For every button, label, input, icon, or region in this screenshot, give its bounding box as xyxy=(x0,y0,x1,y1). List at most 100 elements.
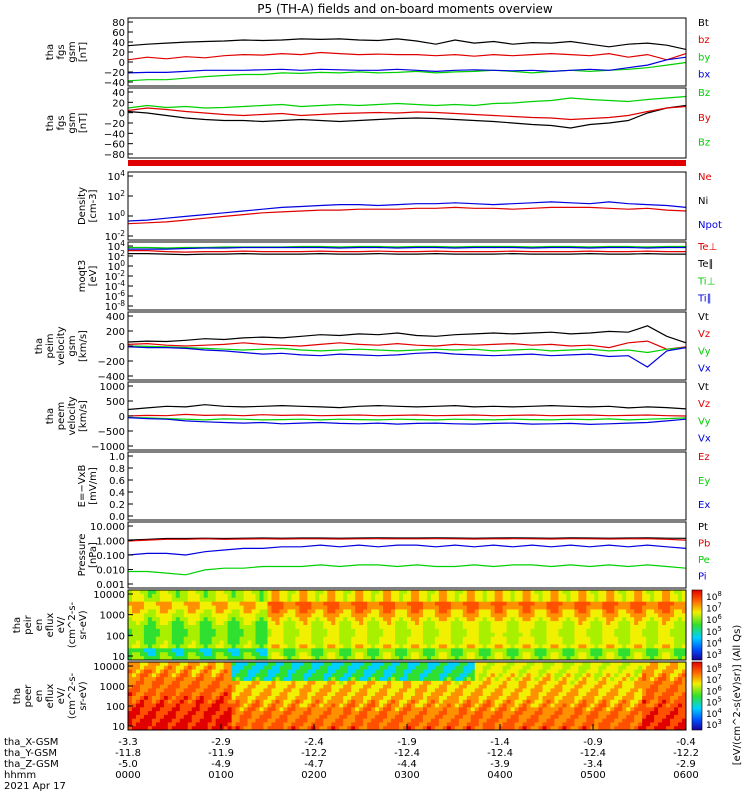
heatmap-cell xyxy=(482,640,488,645)
heatmap-cell xyxy=(418,644,424,649)
heatmap-cell xyxy=(430,656,436,661)
heatmap-cell xyxy=(331,714,336,720)
heatmap-cell xyxy=(526,718,531,723)
heatmap-cell xyxy=(542,684,547,689)
heatmap-cell xyxy=(399,662,404,667)
heatmap-cell xyxy=(462,656,468,661)
heatmap-cell xyxy=(466,605,472,610)
heatmap-cell xyxy=(454,597,460,603)
heatmap-cell xyxy=(458,696,464,701)
heatmap-cell xyxy=(171,677,177,682)
heatmap-cell xyxy=(578,636,583,641)
heatmap-cell xyxy=(399,625,404,630)
heatmap-cell xyxy=(287,632,292,638)
colorbar-label: 104 xyxy=(706,636,722,649)
heatmap-cell xyxy=(267,662,272,667)
heatmap-cell xyxy=(610,590,615,595)
heatmap-cell xyxy=(474,609,480,614)
heatmap-cell xyxy=(155,601,161,606)
heatmap-cell xyxy=(379,688,384,693)
heatmap-cell xyxy=(231,662,237,667)
heatmap-cell xyxy=(287,726,292,731)
heatmap-cell xyxy=(227,640,233,645)
heatmap-cell xyxy=(267,665,272,670)
heatmap-cell xyxy=(387,718,392,723)
heatmap-cell xyxy=(215,684,221,689)
heatmap-cell xyxy=(231,617,237,622)
heatmap-cell xyxy=(470,605,476,610)
heatmap-cell xyxy=(502,673,508,678)
heatmap-cell xyxy=(303,711,308,716)
heatmap-cell xyxy=(215,625,221,630)
heatmap-cell xyxy=(458,673,464,678)
heatmap-cell xyxy=(375,662,380,667)
heatmap-cell xyxy=(243,696,248,701)
heatmap-cell xyxy=(626,696,631,701)
heatmap-cell xyxy=(319,640,324,645)
heatmap-cell xyxy=(395,644,400,649)
heatmap-cell xyxy=(243,726,248,731)
heatmap-cell xyxy=(131,714,137,720)
heatmap-cell xyxy=(670,656,675,661)
heatmap-cell xyxy=(438,590,444,595)
heatmap-cell xyxy=(128,665,133,670)
heatmap-cell xyxy=(199,677,205,682)
heatmap-cell xyxy=(195,625,201,630)
heatmap-cell xyxy=(526,662,531,667)
heatmap-cell xyxy=(434,673,440,678)
heatmap-cell xyxy=(422,609,428,614)
heatmap-cell xyxy=(598,597,603,603)
heatmap-cell xyxy=(486,617,492,622)
heatmap-cell xyxy=(355,703,360,708)
heatmap-cell xyxy=(530,665,535,670)
heatmap-cell xyxy=(430,628,436,634)
heatmap-cell xyxy=(379,648,384,653)
heatmap-cell xyxy=(395,718,400,723)
heatmap-cell xyxy=(331,680,336,686)
heatmap-cell xyxy=(622,680,627,686)
heatmap-cell xyxy=(622,644,627,649)
heatmap-cell xyxy=(430,597,436,603)
heatmap-cell xyxy=(454,621,460,626)
heatmap-cell xyxy=(391,648,396,653)
heatmap-cell xyxy=(502,644,508,649)
heatmap-cell xyxy=(331,703,336,708)
heatmap-cell xyxy=(383,677,388,682)
heatmap-cell xyxy=(574,632,579,638)
heatmap-cell xyxy=(139,640,145,645)
heatmap-cell xyxy=(506,662,512,667)
heatmap-cell xyxy=(626,644,631,649)
heatmap-cell xyxy=(383,617,388,622)
heatmap-cell xyxy=(446,677,452,682)
heatmap-cell xyxy=(626,665,631,670)
heatmap-cell xyxy=(622,621,627,626)
heatmap-cell xyxy=(426,632,432,638)
heatmap-cell xyxy=(311,665,316,670)
heatmap-cell xyxy=(343,677,348,682)
heatmap-cell xyxy=(179,625,185,630)
heatmap-cell xyxy=(251,662,256,667)
heatmap-cell xyxy=(403,636,408,641)
heatmap-cell xyxy=(367,677,372,682)
heatmap-cell xyxy=(147,652,153,657)
heatmap-cell xyxy=(327,718,332,723)
heatmap-cell xyxy=(187,632,193,638)
heatmap-cell xyxy=(387,625,392,630)
heatmap-cell xyxy=(430,677,436,682)
heatmap-cell xyxy=(526,665,531,670)
heatmap-cell xyxy=(287,711,292,716)
heatmap-cell xyxy=(514,648,519,653)
heatmap-cell xyxy=(622,684,627,689)
heatmap-cell xyxy=(139,652,145,657)
heatmap-cell xyxy=(247,707,252,712)
heatmap-cell xyxy=(494,656,500,661)
heatmap-cell xyxy=(211,640,217,645)
heatmap-cell xyxy=(139,628,145,634)
heatmap-cell xyxy=(283,632,288,638)
heatmap-cell xyxy=(211,696,217,701)
heatmap-cell xyxy=(462,609,468,614)
heatmap-cell xyxy=(395,726,400,731)
heatmap-cell xyxy=(474,648,480,653)
heatmap-cell xyxy=(295,711,300,716)
heatmap-cell xyxy=(259,609,264,614)
